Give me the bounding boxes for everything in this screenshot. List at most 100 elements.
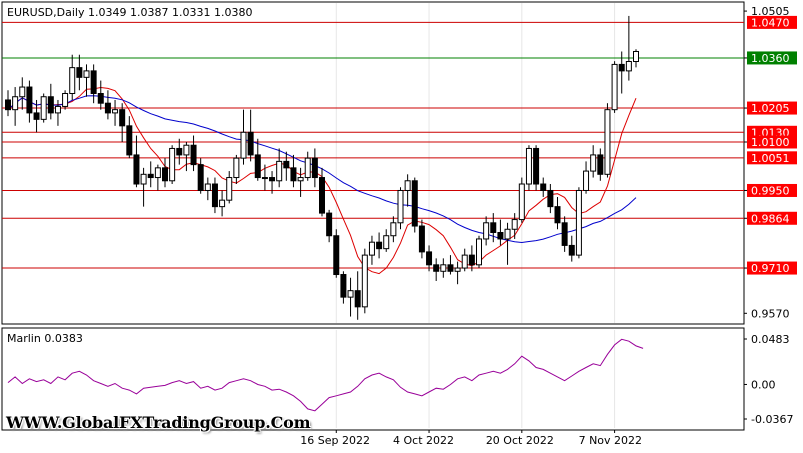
candle-body	[326, 212, 333, 237]
candle	[319, 167, 325, 217]
candle	[297, 167, 304, 197]
candle-body	[276, 160, 283, 182]
candle-body	[47, 96, 54, 114]
symbol-label: EURUSD,Daily	[7, 6, 85, 19]
candle-body	[411, 180, 418, 227]
candle	[597, 148, 604, 181]
level-badge	[747, 51, 797, 65]
candle-body	[290, 167, 297, 182]
candle	[604, 103, 611, 178]
candle	[276, 148, 283, 188]
candle	[418, 219, 425, 259]
candle-body	[90, 70, 97, 95]
candle-body	[454, 267, 461, 272]
level-badge-label: 1.0051	[751, 152, 790, 165]
candle-body	[554, 206, 561, 224]
candle	[590, 145, 597, 178]
candle-body	[254, 154, 261, 179]
indicator-label: Marlin 0.0383	[7, 332, 83, 345]
candle	[183, 141, 190, 172]
candles	[5, 15, 639, 320]
candle	[190, 135, 197, 172]
candle	[154, 164, 161, 191]
watermark: WWW.GlobalFXTradingGroup.Com	[6, 413, 311, 432]
candle-body	[575, 189, 582, 256]
candle-body	[147, 173, 154, 179]
candle	[397, 187, 404, 230]
candle-body	[76, 67, 83, 78]
candle	[147, 161, 154, 188]
candle	[326, 209, 333, 243]
level-badge-label: 1.0470	[751, 16, 790, 29]
candle-body	[304, 157, 311, 179]
candle-body	[233, 157, 240, 179]
candle	[162, 158, 168, 188]
candle-body	[590, 154, 597, 172]
candle	[426, 245, 433, 272]
candle	[361, 248, 368, 314]
candle	[12, 87, 19, 126]
candle	[247, 109, 254, 162]
candle-body	[133, 154, 140, 185]
candle-body	[162, 167, 168, 182]
candle-body	[311, 157, 318, 179]
candle-body	[219, 199, 226, 208]
candle	[525, 145, 532, 191]
candle-body	[618, 63, 625, 72]
candle	[340, 271, 347, 304]
candle-body	[476, 238, 482, 266]
candle-body	[583, 170, 590, 191]
candle	[104, 90, 111, 120]
indicator-panel	[1, 327, 745, 431]
time-tick-label: 7 Nov 2022	[579, 434, 642, 447]
time-axis: 16 Sep 2022 4 Oct 2022 20 Oct 2022 7 Nov 20…	[300, 430, 642, 447]
candle	[468, 245, 475, 272]
candle-body	[112, 109, 119, 114]
candle-body	[511, 219, 518, 230]
candle	[583, 161, 590, 194]
candle	[611, 61, 618, 113]
candle	[447, 255, 454, 275]
candle	[554, 196, 561, 230]
candle	[311, 148, 318, 188]
candle-body	[633, 50, 639, 63]
candle-body	[376, 241, 383, 250]
candle	[211, 177, 218, 214]
candle-body	[297, 177, 304, 182]
candle	[540, 177, 547, 197]
candle-body	[347, 290, 354, 298]
candle-body	[283, 160, 290, 169]
candle-body	[561, 222, 568, 246]
candle-body	[354, 290, 361, 308]
level-badge	[747, 135, 797, 149]
candle-body	[126, 125, 133, 156]
candle	[76, 54, 83, 91]
level-badge-label: 0.9950	[751, 184, 790, 197]
indicator-tick-label: 0.00	[751, 378, 776, 391]
candle-body	[226, 177, 233, 201]
candle-body	[240, 131, 247, 159]
candle	[261, 164, 268, 191]
candle-body	[119, 109, 126, 127]
candle-body	[525, 147, 532, 185]
candle	[133, 135, 140, 188]
candle-body	[547, 189, 554, 208]
candle	[197, 158, 204, 194]
oscillator	[7, 338, 644, 412]
candle	[176, 138, 183, 165]
candle	[347, 277, 354, 317]
candle-body	[447, 264, 454, 272]
candle-body	[54, 105, 61, 114]
candle-body	[426, 251, 433, 266]
candle	[333, 229, 340, 278]
candle	[404, 174, 411, 207]
candle	[226, 171, 233, 204]
candle	[561, 216, 568, 252]
ohlc-label: 1.0349 1.0387 1.0331 1.0380	[88, 6, 252, 19]
price-tick-label: 0.9570	[751, 307, 790, 320]
candle	[269, 171, 276, 194]
candle	[461, 248, 468, 272]
candle-body	[83, 70, 90, 78]
candle	[304, 151, 311, 181]
candle	[233, 154, 240, 185]
